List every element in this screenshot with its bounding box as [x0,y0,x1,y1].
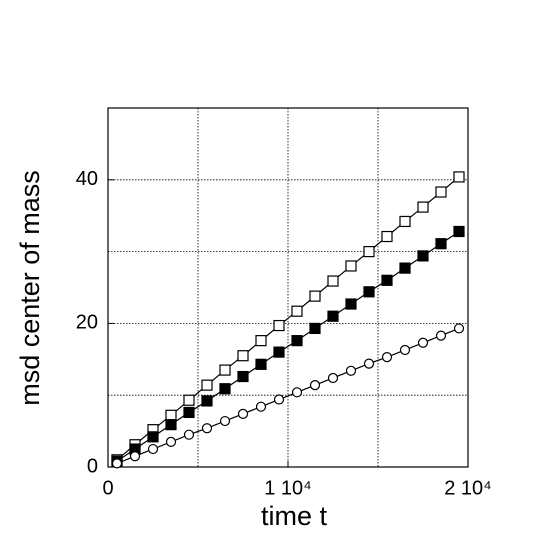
marker [345,365,357,376]
marker [363,286,375,298]
x-tick-label: 2 10⁴ [444,477,492,499]
marker [273,346,285,358]
marker [399,215,411,228]
y-axis-label: msd center of mass [15,170,45,406]
marker [399,262,411,274]
marker [417,201,429,213]
marker [147,431,159,443]
marker [453,323,465,334]
marker [183,394,195,406]
marker [435,238,447,250]
marker [291,305,303,317]
y-tick-label: 20 [76,312,98,334]
marker [201,379,213,391]
marker [291,387,303,398]
marker [255,335,267,347]
marker [417,337,429,348]
marker [363,358,375,369]
marker [165,419,177,431]
marker [381,274,393,286]
marker [129,451,141,462]
marker [381,230,393,243]
y-tick-label: 0 [87,455,98,477]
marker [237,370,249,383]
marker [291,335,303,347]
marker [327,310,339,322]
x-axis-label: time t [261,501,328,531]
marker [453,225,465,238]
marker [165,436,177,447]
marker [237,350,249,362]
marker [255,358,267,370]
marker [273,319,285,332]
marker [309,290,321,302]
marker [219,415,231,427]
marker [237,408,249,419]
marker [183,406,195,419]
y-tick-label: 40 [76,168,98,190]
marker [435,186,447,198]
marker [327,372,339,384]
x-tick-label: 0 [102,477,113,499]
x-tick-label: 1 10⁴ [264,477,312,499]
marker [111,458,123,469]
marker [219,364,231,376]
marker [219,383,231,395]
marker [255,401,267,412]
marker [183,429,195,440]
marker [201,395,213,407]
marker [327,275,339,287]
marker [273,394,285,405]
marker [345,298,357,310]
marker [309,322,321,335]
marker [345,260,357,272]
marker [201,423,213,434]
marker [417,250,429,262]
marker [453,171,465,183]
marker [309,380,321,391]
marker [363,246,375,258]
marker [381,352,393,363]
marker [435,330,447,341]
marker [165,409,177,421]
marker [399,344,411,356]
plot-frame [107,107,469,468]
marker [147,443,159,455]
